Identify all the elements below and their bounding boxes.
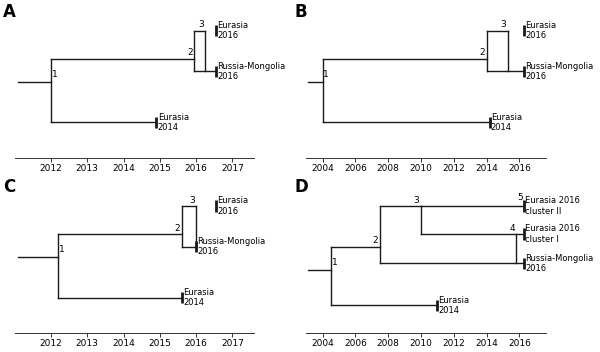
Text: Eurasia 2016
cluster I: Eurasia 2016 cluster I (525, 224, 580, 244)
Text: Eurasia
2016: Eurasia 2016 (217, 196, 248, 216)
Text: 3: 3 (413, 196, 419, 205)
Text: 1: 1 (323, 70, 329, 79)
Text: 1: 1 (332, 258, 337, 267)
Text: Russia-Mongolia
2016: Russia-Mongolia 2016 (197, 237, 266, 256)
Text: 1: 1 (59, 245, 65, 254)
Text: Eurasia 2016
cluster II: Eurasia 2016 cluster II (525, 196, 580, 216)
Text: B: B (294, 3, 307, 21)
Text: 5: 5 (518, 193, 523, 202)
Text: 3: 3 (189, 196, 195, 205)
Text: 2: 2 (373, 237, 378, 245)
Text: Eurasia
2014: Eurasia 2014 (491, 113, 522, 132)
Text: A: A (3, 3, 16, 21)
Text: 1: 1 (52, 70, 58, 79)
Text: D: D (294, 178, 308, 196)
Text: Eurasia
2014: Eurasia 2014 (439, 296, 469, 315)
Text: 3: 3 (199, 20, 204, 29)
Text: Eurasia
2016: Eurasia 2016 (525, 21, 556, 40)
Text: 4: 4 (509, 224, 515, 233)
Text: 3: 3 (501, 20, 506, 29)
Text: Eurasia
2014: Eurasia 2014 (158, 113, 189, 132)
Text: 2: 2 (187, 48, 193, 57)
Text: 2: 2 (479, 48, 485, 57)
Text: Russia-Mongolia
2016: Russia-Mongolia 2016 (525, 62, 593, 81)
Text: Russia-Mongolia
2016: Russia-Mongolia 2016 (525, 253, 593, 273)
Text: Russia-Mongolia
2016: Russia-Mongolia 2016 (217, 62, 286, 81)
Text: C: C (3, 178, 15, 196)
Text: Eurasia
2014: Eurasia 2014 (183, 288, 214, 307)
Text: 2: 2 (175, 224, 180, 233)
Text: Eurasia
2016: Eurasia 2016 (217, 21, 248, 40)
